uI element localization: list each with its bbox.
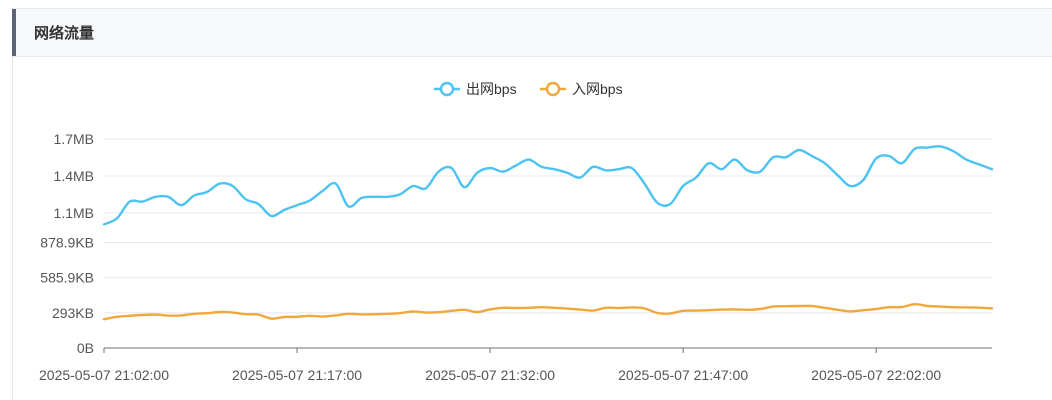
- y-tick-label: 878.9KB: [40, 235, 94, 251]
- y-tick-label: 0B: [77, 340, 94, 356]
- x-tick-label: 2025-05-07 21:02:00: [39, 367, 169, 383]
- y-tick-label: 585.9KB: [40, 270, 94, 286]
- y-tick-label: 1.4MB: [54, 168, 94, 184]
- panel-header-accent: [12, 9, 16, 56]
- y-tick-label: 293KB: [52, 305, 94, 321]
- y-tick-label: 1.1MB: [54, 205, 94, 221]
- panel-header: 网络流量: [12, 8, 1052, 57]
- x-tick-label: 2025-05-07 21:47:00: [618, 367, 748, 383]
- panel-title: 网络流量: [34, 24, 95, 42]
- legend-label: 出网bps: [466, 81, 517, 97]
- x-tick-label: 2025-05-07 22:02:00: [811, 367, 941, 383]
- legend-marker: [439, 81, 455, 97]
- legend-label: 入网bps: [572, 81, 623, 97]
- legend-marker: [545, 81, 561, 97]
- series-line-inbound: [102, 302, 994, 321]
- series-line-outbound: [102, 145, 994, 226]
- x-tick-label: 2025-05-07 21:32:00: [425, 367, 555, 383]
- y-tick-label: 1.7MB: [54, 131, 94, 147]
- x-tick-label: 2025-05-07 21:17:00: [232, 367, 362, 383]
